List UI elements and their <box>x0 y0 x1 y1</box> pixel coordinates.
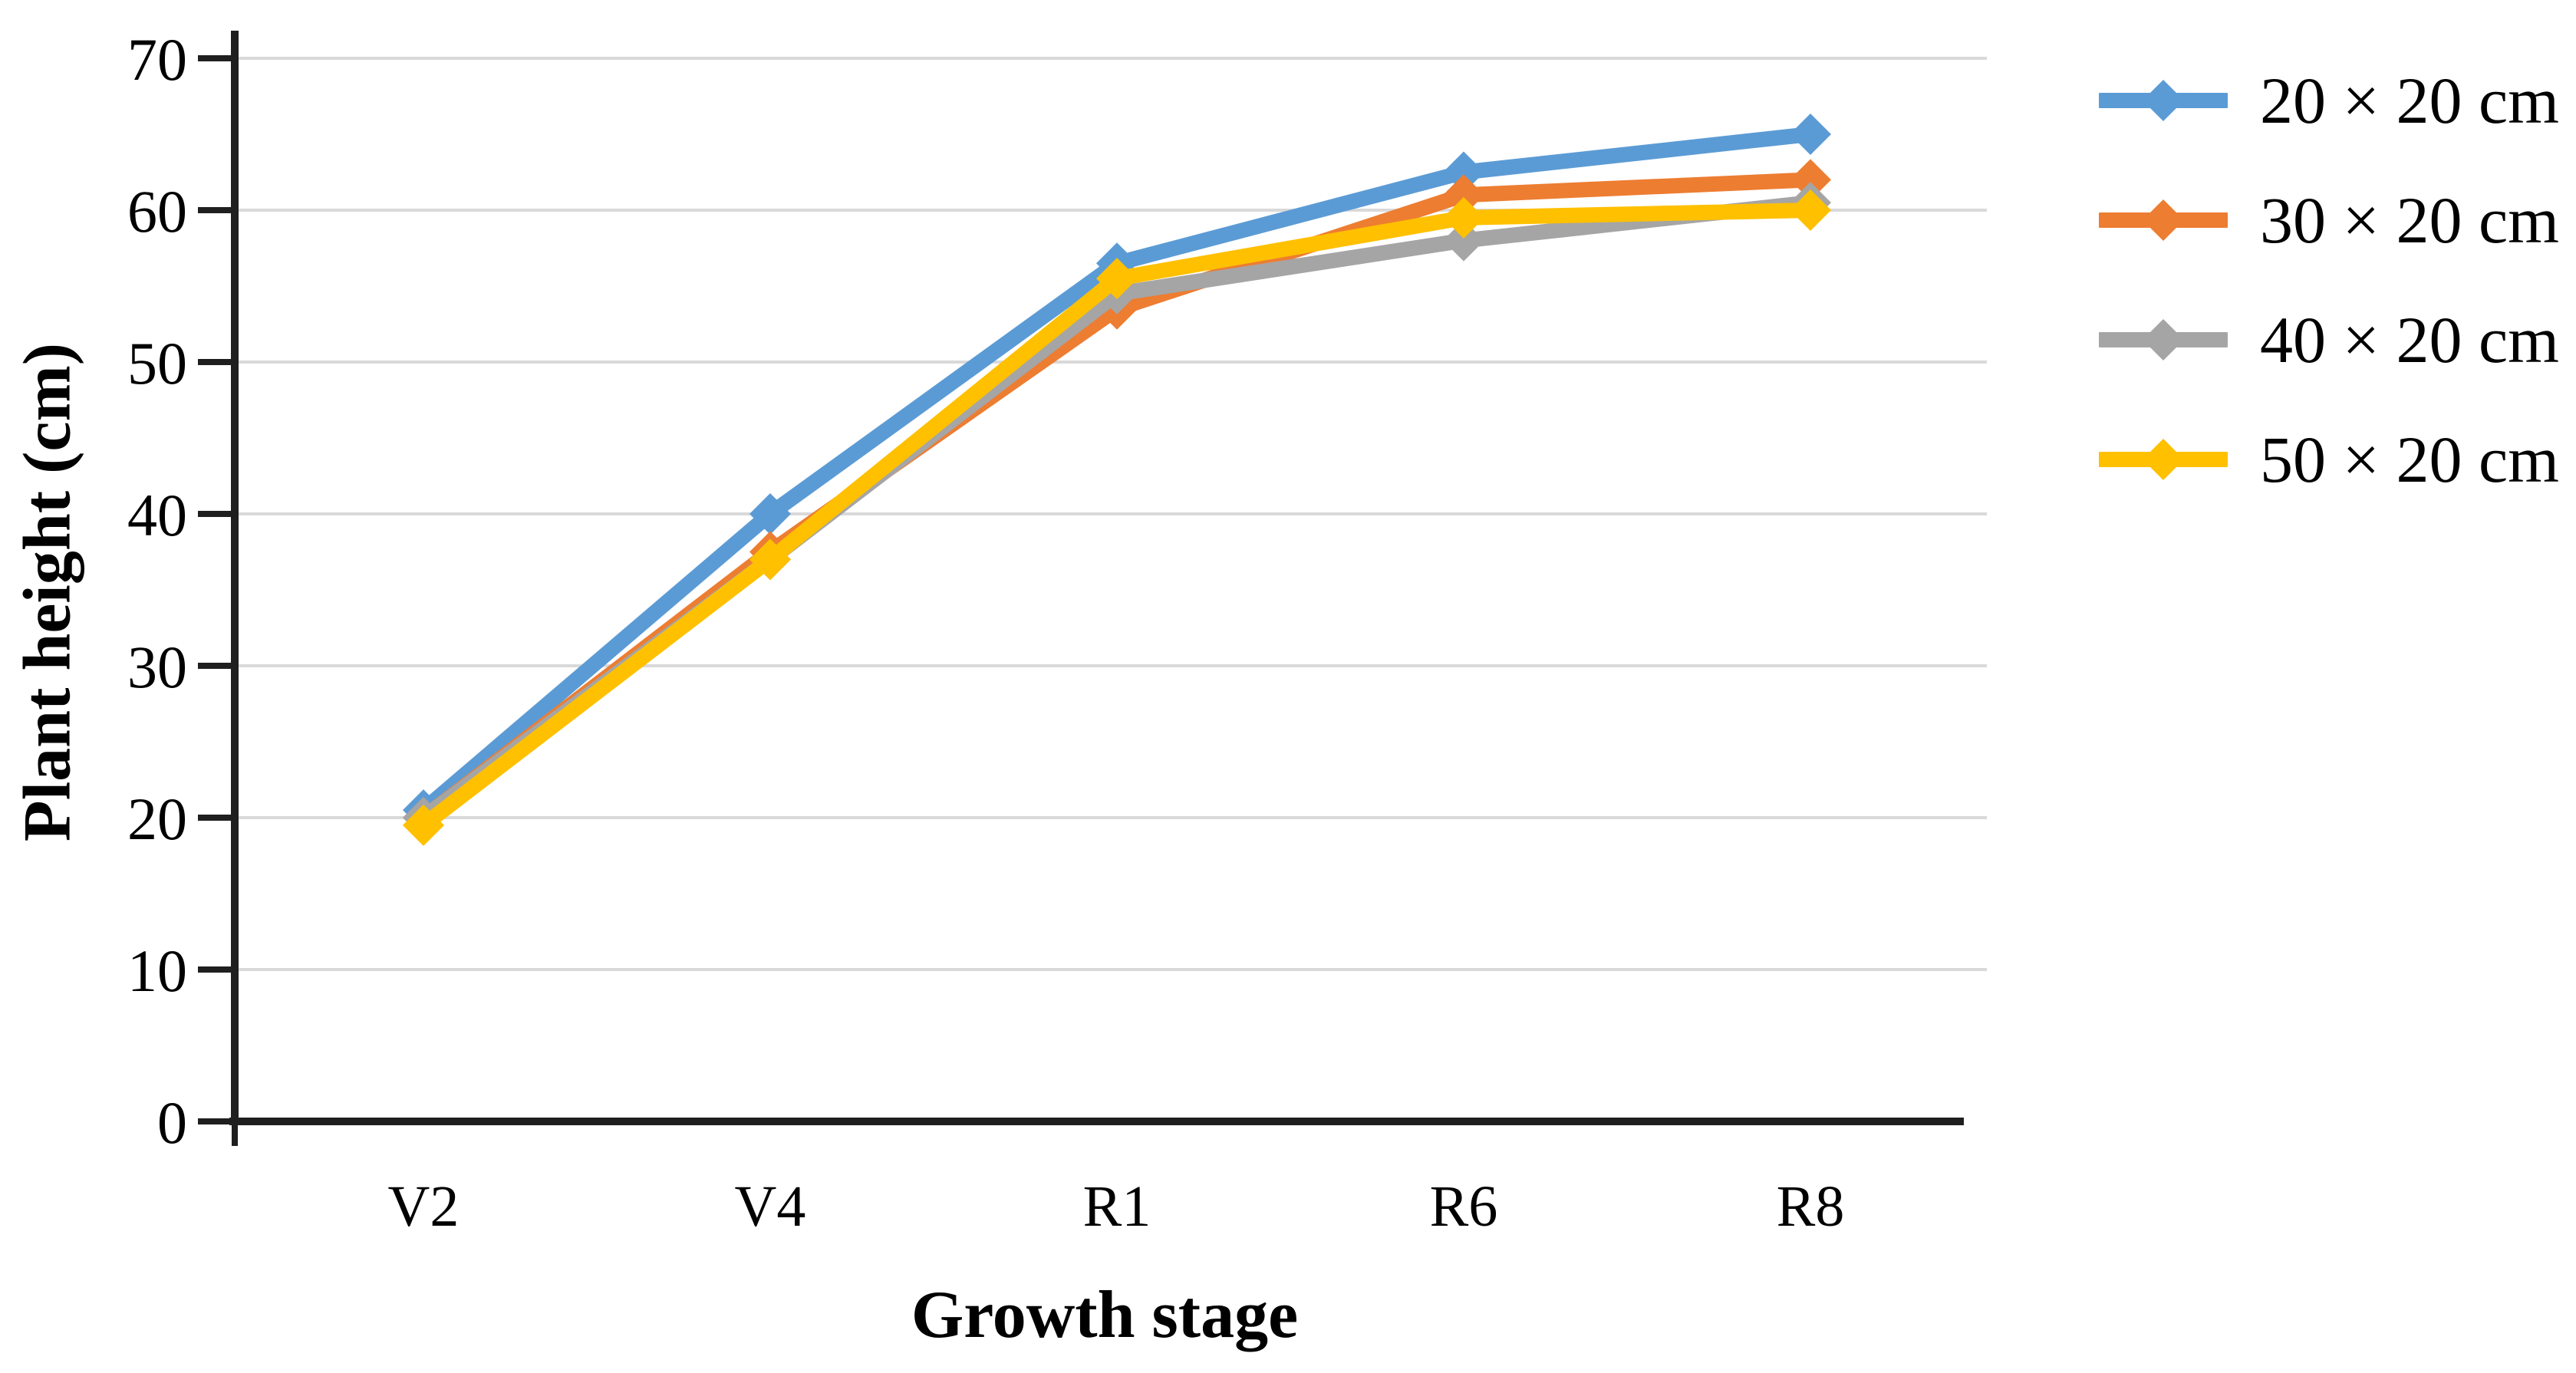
x-category-label: V4 <box>735 1174 806 1239</box>
legend-marker-icon <box>2143 199 2184 241</box>
data-point-marker <box>1443 151 1484 193</box>
legend-marker-icon <box>2143 439 2184 480</box>
data-point-marker <box>1790 189 1831 231</box>
legend-item: 40 × 20 cm <box>2099 297 2559 383</box>
legend-item: 30 × 20 cm <box>2099 177 2559 263</box>
data-point-marker <box>1443 219 1484 262</box>
legend-line-marker-icon <box>2099 80 2228 121</box>
legend-item: 20 × 20 cm <box>2099 58 2559 143</box>
y-tick-label: 70 <box>127 26 187 93</box>
data-point-marker <box>749 538 791 581</box>
legend-label: 50 × 20 cm <box>2260 423 2560 496</box>
series-line-2020cm <box>416 127 1818 818</box>
y-tick-label: 60 <box>127 178 187 245</box>
legend-line-marker-icon <box>2099 439 2228 480</box>
legend-label: 40 × 20 cm <box>2260 303 2560 377</box>
y-tick-label: 40 <box>127 482 187 548</box>
y-tick-label: 10 <box>127 937 187 1004</box>
legend-line-marker-icon <box>2099 319 2228 361</box>
data-point-marker <box>1096 258 1138 300</box>
x-category-label: R8 <box>1777 1174 1845 1239</box>
legend-marker-icon <box>2143 80 2184 121</box>
data-point-marker <box>1790 114 1831 155</box>
data-point-marker <box>1443 196 1484 239</box>
y-tick-label: 0 <box>157 1089 187 1156</box>
data-point-marker <box>403 804 444 846</box>
legend-label: 30 × 20 cm <box>2260 183 2560 257</box>
data-point-marker <box>749 493 791 535</box>
y-tick-label: 30 <box>127 634 187 700</box>
data-point-marker <box>1443 174 1484 216</box>
legend-label: 20 × 20 cm <box>2260 64 2560 137</box>
legend-item: 50 × 20 cm <box>2099 417 2559 502</box>
y-tick-label: 50 <box>127 330 187 397</box>
y-axis-title: Plant height (cm) <box>10 342 85 842</box>
x-category-label: R6 <box>1430 1174 1498 1239</box>
x-category-label: R1 <box>1083 1174 1151 1239</box>
legend-marker-icon <box>2143 319 2184 361</box>
y-tick-label: 20 <box>127 785 187 852</box>
legend-line-marker-icon <box>2099 199 2228 241</box>
x-category-label: V2 <box>388 1174 460 1239</box>
data-point-marker <box>1790 159 1831 201</box>
x-axis-title: Growth stage <box>911 1278 1299 1352</box>
